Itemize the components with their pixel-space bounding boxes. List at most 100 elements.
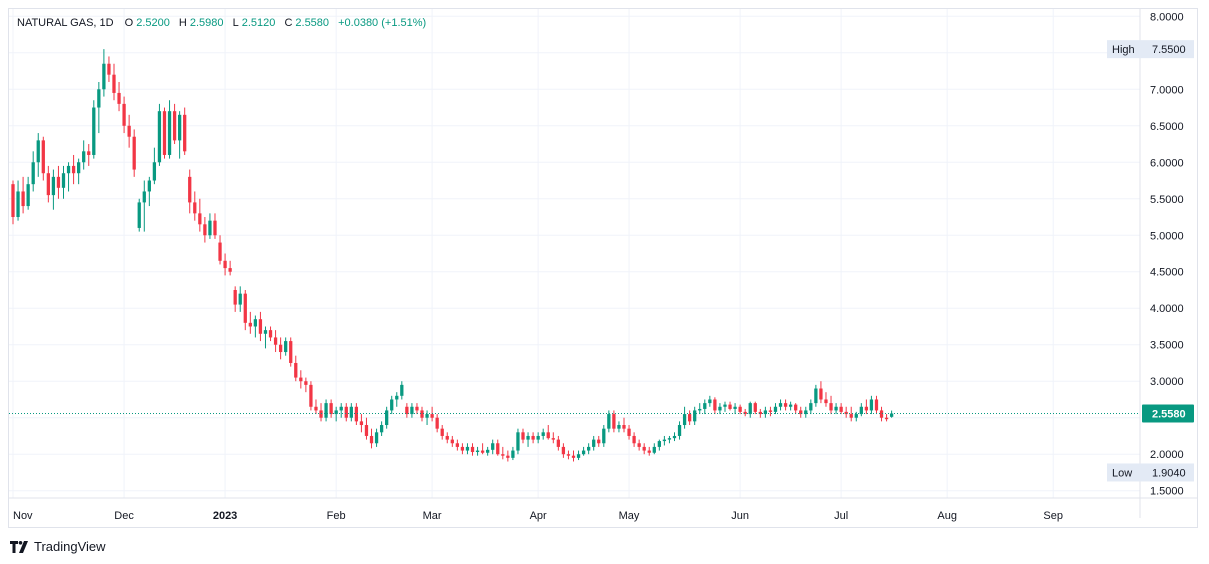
change-value: +0.0380 (+1.51%)	[338, 17, 427, 29]
candle-body	[622, 425, 626, 429]
candle-body	[859, 406, 863, 415]
candle	[440, 425, 444, 440]
candle	[829, 395, 833, 415]
candle	[405, 403, 409, 418]
candle-body	[354, 406, 359, 422]
candle-body	[92, 107, 96, 155]
x-tick-label: Sep	[1043, 510, 1063, 522]
candle-body	[87, 151, 91, 155]
candle-body	[475, 450, 480, 453]
candle	[687, 410, 692, 426]
candle	[344, 403, 348, 422]
candle-body	[223, 260, 227, 269]
candle	[632, 432, 636, 447]
candle	[26, 176, 30, 210]
candle-body	[147, 180, 151, 192]
candle-body	[299, 377, 303, 382]
candle-body	[425, 414, 429, 418]
candles	[11, 49, 894, 462]
candle-body	[188, 176, 192, 203]
candle-body	[142, 191, 146, 203]
candle	[788, 401, 793, 411]
candle-body	[243, 293, 247, 323]
tradingview-branding[interactable]: TradingView	[10, 539, 106, 554]
x-tick-label: Jul	[834, 510, 848, 522]
candle-body	[395, 395, 399, 400]
candle-body	[794, 404, 798, 411]
candle-body	[379, 425, 384, 433]
high-marker-tag-value: 7.5500	[1152, 44, 1186, 56]
x-tick-label: May	[619, 510, 640, 522]
candle	[814, 384, 818, 407]
candle	[198, 198, 202, 232]
candle	[56, 165, 61, 199]
candle-body	[102, 63, 106, 90]
candle-body	[455, 443, 460, 447]
candle	[682, 406, 687, 429]
candle	[698, 403, 702, 415]
candle	[642, 443, 646, 455]
candle-body	[112, 74, 116, 93]
candle	[783, 399, 788, 411]
candle-body	[117, 92, 121, 104]
candle	[849, 406, 853, 422]
candle	[97, 81, 101, 134]
candle-body	[248, 322, 252, 327]
candle-body	[566, 454, 571, 456]
candle	[420, 406, 424, 422]
candle	[556, 435, 560, 451]
candle-body	[374, 432, 379, 444]
candle	[243, 289, 247, 331]
candle	[273, 330, 278, 353]
candle	[511, 446, 515, 461]
y-tick-label: 8.0000	[1150, 11, 1184, 23]
grid-lines	[9, 9, 1140, 498]
candle-body	[521, 432, 525, 440]
candle-body	[16, 191, 20, 218]
symbol-legend: NATURAL GAS, 1D O 2.5200 H 2.5980 L 2.5120 …	[17, 17, 429, 29]
candle-body	[31, 162, 35, 185]
candle	[647, 446, 651, 456]
candle	[228, 260, 232, 276]
candle-body	[77, 162, 81, 174]
candle	[284, 337, 288, 356]
candle-body	[546, 432, 550, 439]
candle	[723, 401, 727, 412]
candle	[748, 401, 752, 418]
candle-body	[410, 406, 414, 415]
candle	[152, 147, 157, 185]
candle-body	[167, 111, 172, 155]
candle-body	[137, 202, 141, 228]
candle-body	[334, 410, 338, 415]
candle	[364, 417, 369, 440]
candle	[602, 425, 606, 447]
candle	[213, 213, 217, 239]
candle-body	[233, 289, 237, 305]
candle	[561, 443, 566, 458]
candle-body	[470, 446, 475, 453]
candle-body	[788, 404, 793, 407]
candle	[531, 432, 535, 444]
candle-body	[617, 425, 621, 429]
x-tick-label: Aug	[937, 510, 957, 522]
candle-body	[672, 435, 677, 439]
candle-body	[445, 435, 449, 440]
candle-body	[258, 319, 263, 334]
candle-body	[839, 406, 843, 412]
candle-body	[273, 337, 278, 345]
candle	[188, 169, 192, 214]
candle-body	[592, 439, 596, 447]
candle-body	[208, 220, 212, 236]
candle	[329, 399, 333, 418]
candle-body	[829, 403, 833, 411]
candle-body	[516, 432, 520, 451]
low-marker-tag-value: 1.9040	[1152, 467, 1186, 479]
candle-body	[390, 399, 394, 411]
candle	[410, 403, 414, 418]
candle	[839, 403, 843, 415]
candle	[536, 432, 540, 444]
y-tick-label: 6.0000	[1150, 157, 1184, 169]
candle	[809, 399, 813, 415]
candle	[334, 406, 338, 422]
